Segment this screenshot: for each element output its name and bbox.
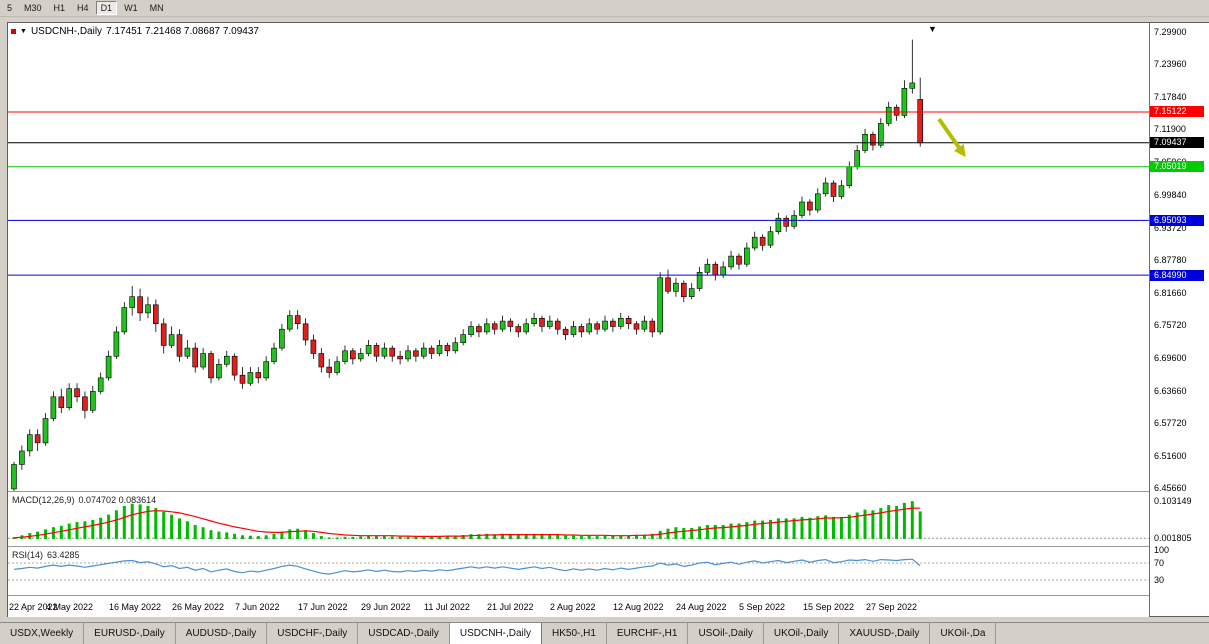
price-chart[interactable]	[8, 23, 1149, 491]
chart-symbol-label: USDCNH-,Daily	[30, 26, 103, 37]
date-label: 27 Sep 2022	[866, 602, 918, 612]
rsi-axis-label: 70	[1154, 558, 1165, 568]
chart-tabs-bar: USDX,Weekly EURUSD-,Daily AUDUSD-,Daily USD…	[0, 622, 1209, 644]
price-axis-label: 6.93720	[1154, 223, 1187, 233]
dropdown-triangle-icon: ▼	[20, 27, 27, 35]
date-label: 7 Jun 2022	[235, 602, 280, 612]
rsi-name: RSI(14)	[12, 550, 44, 560]
chart-tab-eurusd[interactable]: EURUSD-,Daily	[84, 623, 176, 644]
date-label: 15 Sep 2022	[803, 602, 855, 612]
price-axis: 7.299007.239607.178407.119007.059606.998…	[1149, 23, 1209, 616]
price-axis-label: 6.57720	[1154, 418, 1187, 428]
timeframe-button-h4[interactable]: H4	[77, 3, 89, 13]
chart-tab-hk50[interactable]: HK50-,H1	[542, 623, 607, 644]
chart-tab-audusd[interactable]: AUDUSD-,Daily	[176, 623, 268, 644]
macd-axis-label: 0.103149	[1154, 496, 1192, 506]
rsi-indicator-label: RSI(14) 63.4285	[12, 550, 84, 560]
chart-tab-ukoil[interactable]: UKOil-,Daily	[764, 623, 840, 644]
panel-separator	[8, 491, 1208, 492]
date-label: 11 Jul 2022	[424, 602, 470, 612]
date-label: 21 Jul 2022	[487, 602, 534, 612]
macd-indicator-label: MACD(12,26,9) 0.074702 0.083614	[12, 495, 160, 505]
date-label: 16 May 2022	[109, 602, 162, 612]
price-axis-label: 6.99840	[1154, 190, 1187, 200]
chart-tab-usdchf[interactable]: USDCHF-,Daily	[267, 623, 359, 644]
chart-tab-usdx[interactable]: USDX,Weekly	[0, 623, 85, 644]
macd-values: 0.074702 0.083614	[78, 495, 157, 505]
price-line-tag: 7.05019	[1150, 161, 1204, 172]
chart-ohlc-values: 7.17451 7.21468 7.08687 7.09437	[106, 26, 259, 37]
date-label: 29 Jun 2022	[361, 602, 411, 612]
down-arrow-annotation[interactable]	[937, 117, 966, 158]
timeframe-button-mn[interactable]: MN	[149, 3, 164, 13]
price-axis-label: 6.51600	[1154, 451, 1187, 461]
date-label: 17 Jun 2022	[298, 602, 348, 612]
date-label: 4 May 2022	[46, 602, 94, 612]
timeframe-button-d1[interactable]: D1	[95, 1, 118, 15]
price-axis-label: 6.87780	[1154, 255, 1187, 265]
rsi-value: 63.4285	[47, 550, 80, 560]
price-axis-label: 6.81660	[1154, 288, 1187, 298]
price-line-tag: 7.09437	[1150, 137, 1204, 148]
price-line-tag: 7.15122	[1150, 106, 1204, 117]
red-marker-icon	[11, 29, 16, 34]
panel-separator	[8, 546, 1208, 547]
date-label: 2 Aug 2022	[550, 602, 596, 612]
chart-window[interactable]: ▼ USDCNH-,Daily 7.17451 7.21468 7.08687 …	[7, 22, 1209, 617]
date-label: 22 Apr 2022	[9, 602, 58, 612]
price-line-tag: 6.95093	[1150, 215, 1204, 226]
price-axis-label: 7.29900	[1154, 27, 1187, 37]
price-axis-label: 6.45660	[1154, 483, 1187, 493]
chart-tab-xauusd[interactable]: XAUUSD-,Daily	[839, 623, 931, 644]
macd-axis-label: 0.001805	[1154, 533, 1192, 543]
price-line-tag: 6.84990	[1150, 270, 1204, 281]
rsi-axis-label: 100	[1154, 545, 1170, 555]
date-label: 26 May 2022	[172, 602, 225, 612]
chart-tab-usdcnh[interactable]: USDCNH-,Daily	[449, 623, 542, 644]
timeframe-button-h1[interactable]: H1	[53, 3, 66, 13]
date-label: 12 Aug 2022	[613, 602, 664, 612]
date-axis: 22 Apr 2022 4 May 2022 16 May 2022 26 May 2…	[8, 596, 1149, 617]
rsi-panel[interactable]	[8, 547, 1149, 595]
chart-tab-ukoil[interactable]: UKOil-,Da	[930, 623, 997, 644]
timeframe-button-5[interactable]: 5	[7, 3, 13, 13]
timeframe-button-w1[interactable]: W1	[124, 3, 138, 13]
date-label: 5 Sep 2022	[739, 602, 786, 612]
panel-separator	[8, 595, 1208, 596]
macd-name: MACD(12,26,9)	[12, 495, 75, 505]
rsi-axis-label: 30	[1154, 575, 1165, 585]
chart-tab-usoil[interactable]: USOil-,Daily	[688, 623, 764, 644]
chart-tab-usdcad[interactable]: USDCAD-,Daily	[358, 623, 450, 644]
date-label: 24 Aug 2022	[676, 602, 727, 612]
sell-signal-icon: ▼	[928, 24, 937, 34]
price-axis-label: 7.23960	[1154, 59, 1187, 69]
price-axis-label: 6.63660	[1154, 386, 1187, 396]
price-axis-label: 7.11900	[1154, 124, 1186, 134]
chart-title: ▼ USDCNH-,Daily 7.17451 7.21468 7.08687 …	[11, 26, 259, 37]
timeframe-toolbar: 5 M30 H1 H4 D1 W1 MN	[0, 0, 1209, 17]
macd-panel[interactable]	[8, 492, 1149, 546]
chart-tab-eurchf[interactable]: EURCHF-,H1	[607, 623, 689, 644]
price-axis-label: 7.17840	[1154, 92, 1187, 102]
timeframe-button-m30[interactable]: M30	[24, 3, 42, 13]
price-axis-label: 6.69600	[1154, 353, 1187, 363]
price-axis-label: 6.75720	[1154, 320, 1187, 330]
